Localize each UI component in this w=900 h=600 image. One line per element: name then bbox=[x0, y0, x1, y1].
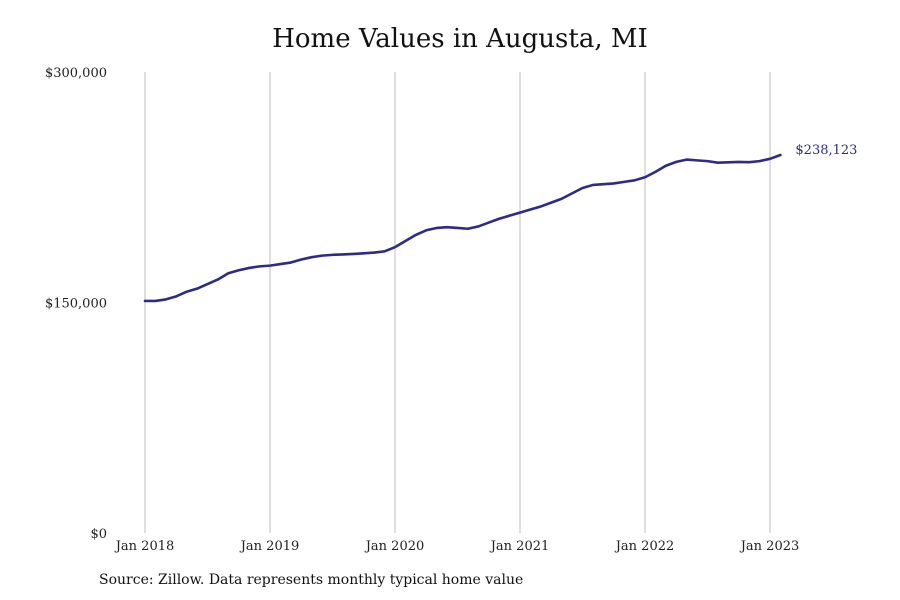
x-tick-label: Jan 2018 bbox=[114, 539, 175, 554]
x-tick-label: Jan 2020 bbox=[364, 539, 425, 554]
y-tick-label: $300,000 bbox=[45, 66, 107, 81]
x-tick-label: Jan 2019 bbox=[239, 539, 300, 554]
y-axis-ticks: $0 $150,000 $300,000 bbox=[45, 66, 107, 542]
x-axis-ticks: Jan 2018 Jan 2019 Jan 2020 Jan 2021 Jan 2022… bbox=[114, 539, 800, 554]
source-note: Source: Zillow. Data represents monthly … bbox=[99, 572, 524, 588]
x-tick-label: Jan 2022 bbox=[614, 539, 675, 554]
end-value-label: $238,123 bbox=[795, 143, 857, 158]
y-tick-label: $0 bbox=[90, 527, 107, 542]
vertical-gridlines bbox=[144, 72, 771, 533]
series-line bbox=[143, 153, 782, 303]
y-tick-label: $150,000 bbox=[45, 297, 107, 312]
series-group bbox=[143, 153, 782, 303]
x-tick-label: Jan 2021 bbox=[489, 539, 550, 554]
x-tick-label: Jan 2023 bbox=[739, 539, 800, 554]
chart-title: Home Values in Augusta, MI bbox=[272, 24, 648, 54]
